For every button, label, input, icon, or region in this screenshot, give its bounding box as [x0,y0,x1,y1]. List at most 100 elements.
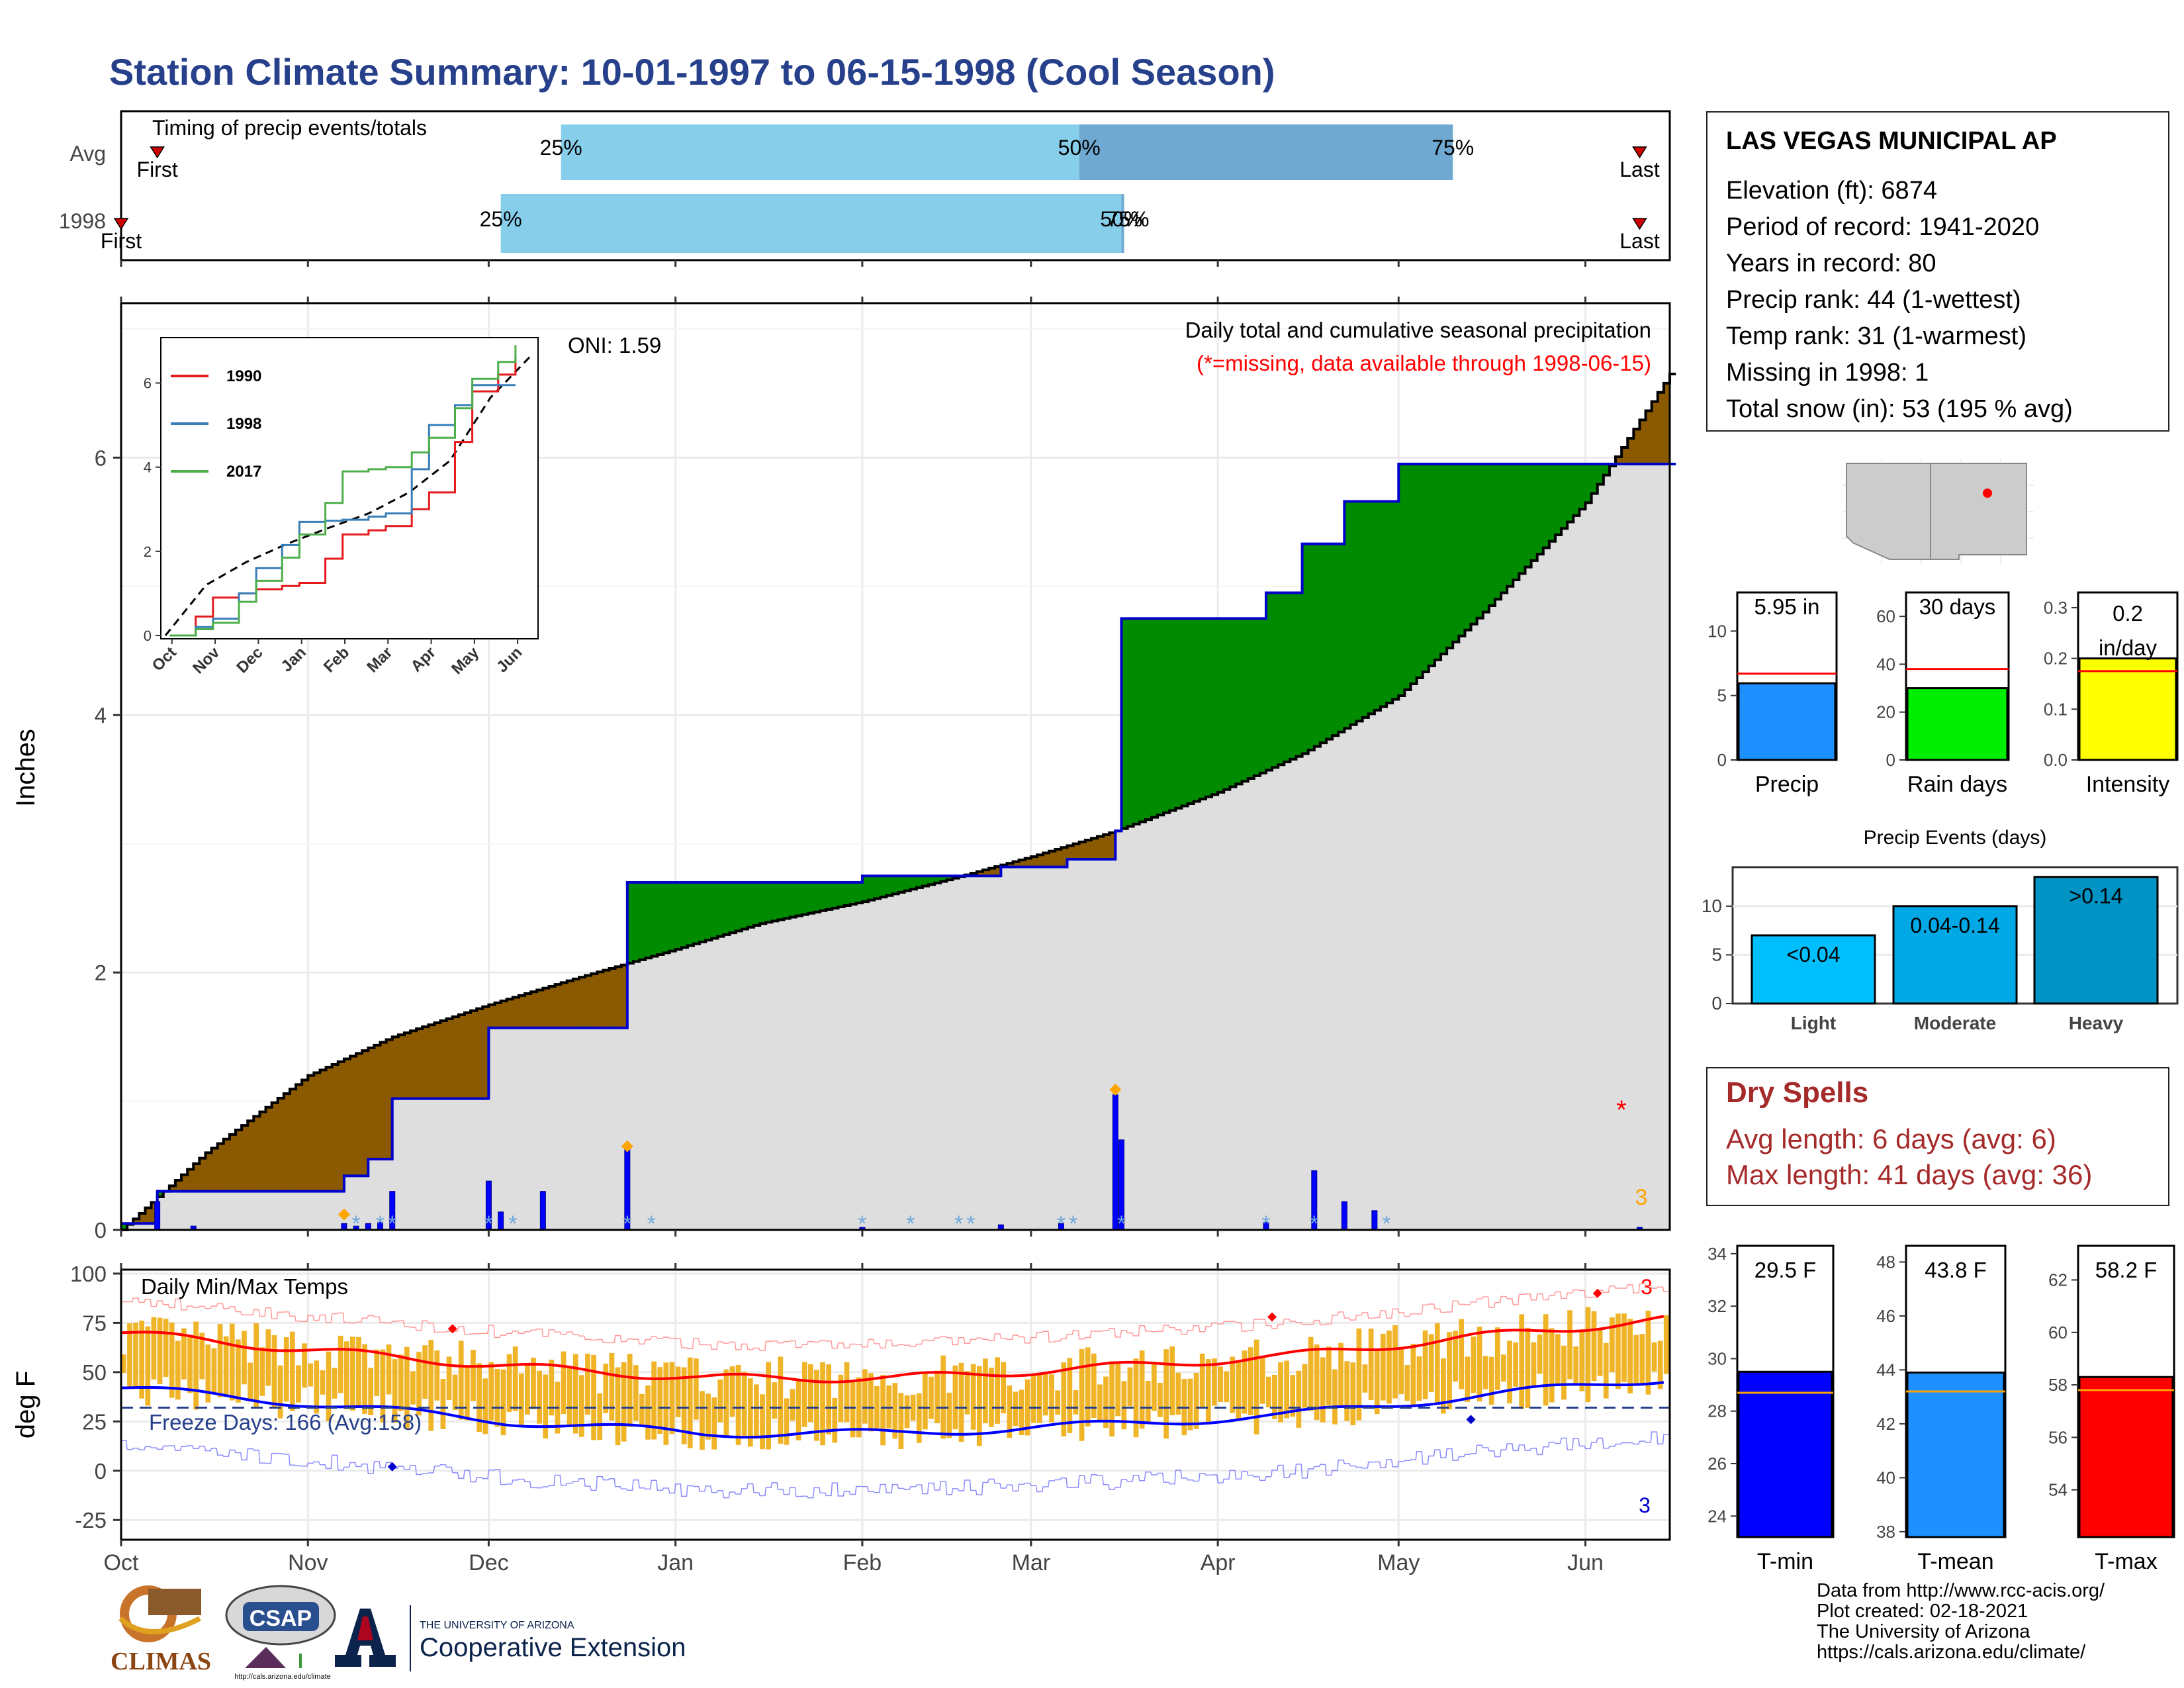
daily-temp-range-bar [1621,1313,1627,1382]
above-average-area [807,882,815,914]
daily-temp-range-bar [139,1321,145,1399]
cumulative-base-area [1549,541,1556,1231]
cumulative-base-area [368,1159,375,1230]
temp-summary-ytick-label: 56 [2048,1427,2068,1447]
daily-temp-range-bar [880,1375,886,1446]
below-average-area [494,1002,502,1028]
cumulative-base-area [1513,580,1520,1230]
cumulative-base-area [175,1191,182,1230]
timing-pct-50: 50% [1058,136,1101,160]
cumulative-base-area [1471,624,1478,1230]
cumulative-base-area [1259,773,1267,1230]
above-average-area [1290,592,1297,759]
daily-temp-range-bar [1242,1350,1248,1414]
cumulative-base-area [983,876,989,1230]
above-average-area [1296,592,1303,757]
above-average-area [1205,618,1212,797]
above-average-area [1193,618,1201,802]
daily-temp-range-bar [1007,1385,1013,1438]
above-average-area [663,882,670,953]
daily-temp-range-bar [856,1377,862,1438]
below-average-area [259,1111,267,1192]
cumulative-base-area [976,876,983,1230]
daily-temp-range-bar [796,1380,801,1440]
above-average-area [1212,618,1218,795]
cumulative-base-area [904,890,911,1230]
month-label: Feb [843,1550,882,1575]
below-average-area [1043,853,1050,867]
below-average-area [265,1107,273,1192]
below-average-area [512,997,520,1028]
cumulative-base-area [1627,464,1634,1230]
cumulative-base-area [1531,560,1538,1230]
daily-temp-range-bar [121,1354,126,1374]
daily-temp-range-bar [760,1394,765,1450]
daily-temp-range-bar [983,1358,988,1424]
below-average-area [404,1033,411,1099]
climas-logo-text: CLIMAS [111,1648,211,1675]
dry-spells-max: Max length: 41 days (avg: 36) [1726,1159,2093,1190]
temp-panel: 100 75 50 25 0 -25 Daily Min/Max Temps Freeze… [11,1262,1671,1546]
cumulative-base-area [1308,750,1315,1230]
daily-temp-range-bar [217,1324,223,1397]
record-high-marker [447,1324,457,1334]
freeze-days: Freeze Days: 166 (Avg:158) [149,1410,422,1434]
daily-temp-range-bar [1151,1362,1157,1411]
cumulative-base-area [1447,647,1453,1230]
above-average-area [1387,501,1393,703]
last-event-label: Last [1619,158,1660,181]
cumulative-base-area [621,1027,628,1230]
daily-temp-range-bar [422,1345,428,1399]
daily-temp-range-bar [1302,1364,1308,1408]
precip-caption-missing: (*=missing, data available through 1998-… [1197,351,1651,375]
below-average-area [1639,420,1647,465]
cumulative-base-area [801,914,809,1230]
cumulative-base-area [537,1027,543,1230]
below-average-area [193,1164,200,1192]
cumulative-base-area [1212,794,1218,1230]
daily-temp-range-bar [127,1323,132,1387]
above-average-area [1151,618,1158,818]
daily-temp-range-bar [591,1354,596,1440]
cumulative-base-area [1205,796,1212,1230]
daily-temp-range-bar [1024,1379,1030,1436]
cumulative-base-area [820,910,827,1230]
above-average-area [1175,618,1183,808]
cumulative-base-area [349,1176,357,1230]
below-average-area [1091,838,1098,859]
daily-temp-range-bar [1380,1333,1386,1401]
inset-ytick-label: 0 [144,628,152,644]
cumulative-base-area [471,1098,477,1230]
above-average-area [1133,618,1140,824]
above-average-area [1453,464,1459,642]
daily-temp-range-bar [778,1356,784,1444]
events-title: Precip Events (days) [1864,827,2047,849]
above-average-area [1555,464,1562,535]
cumulative-base-area [157,1197,164,1230]
cumulative-base-area [289,1191,296,1230]
daily-temp-range-bar [458,1340,464,1420]
below-average-area [187,1169,194,1192]
daily-temp-range-bar [1597,1327,1603,1376]
daily-temp-range-bar [1290,1375,1296,1417]
above-average-area [1434,464,1441,660]
daily-temp-range-bar [868,1373,874,1432]
station-info-box: LAS VEGAS MUNICIPAL AP Elevation (ft): 6… [1706,111,2169,432]
snow-day-marker: * [388,1211,396,1237]
cumulative-base-area [1265,770,1273,1230]
summary-bar-1 [1906,687,2009,761]
daily-temp-range-bar [916,1393,922,1443]
record-daily-marker [621,1140,633,1152]
daily-temp-range-bar [1308,1336,1314,1411]
daily-temp-range-bar [958,1362,964,1442]
inset-ytick-label: 4 [144,459,152,476]
daily-temp-range-bar [790,1389,796,1421]
daily-temp-range-bar [561,1351,567,1415]
cumulative-base-area [868,900,875,1230]
summary-bar-0 [1737,682,1837,761]
cumulative-base-area [970,876,978,1230]
cumulative-base-area [778,919,785,1230]
cumulative-base-area [1163,812,1170,1230]
timing-q25-q50-bar [500,194,1122,253]
above-average-area [1224,618,1230,790]
